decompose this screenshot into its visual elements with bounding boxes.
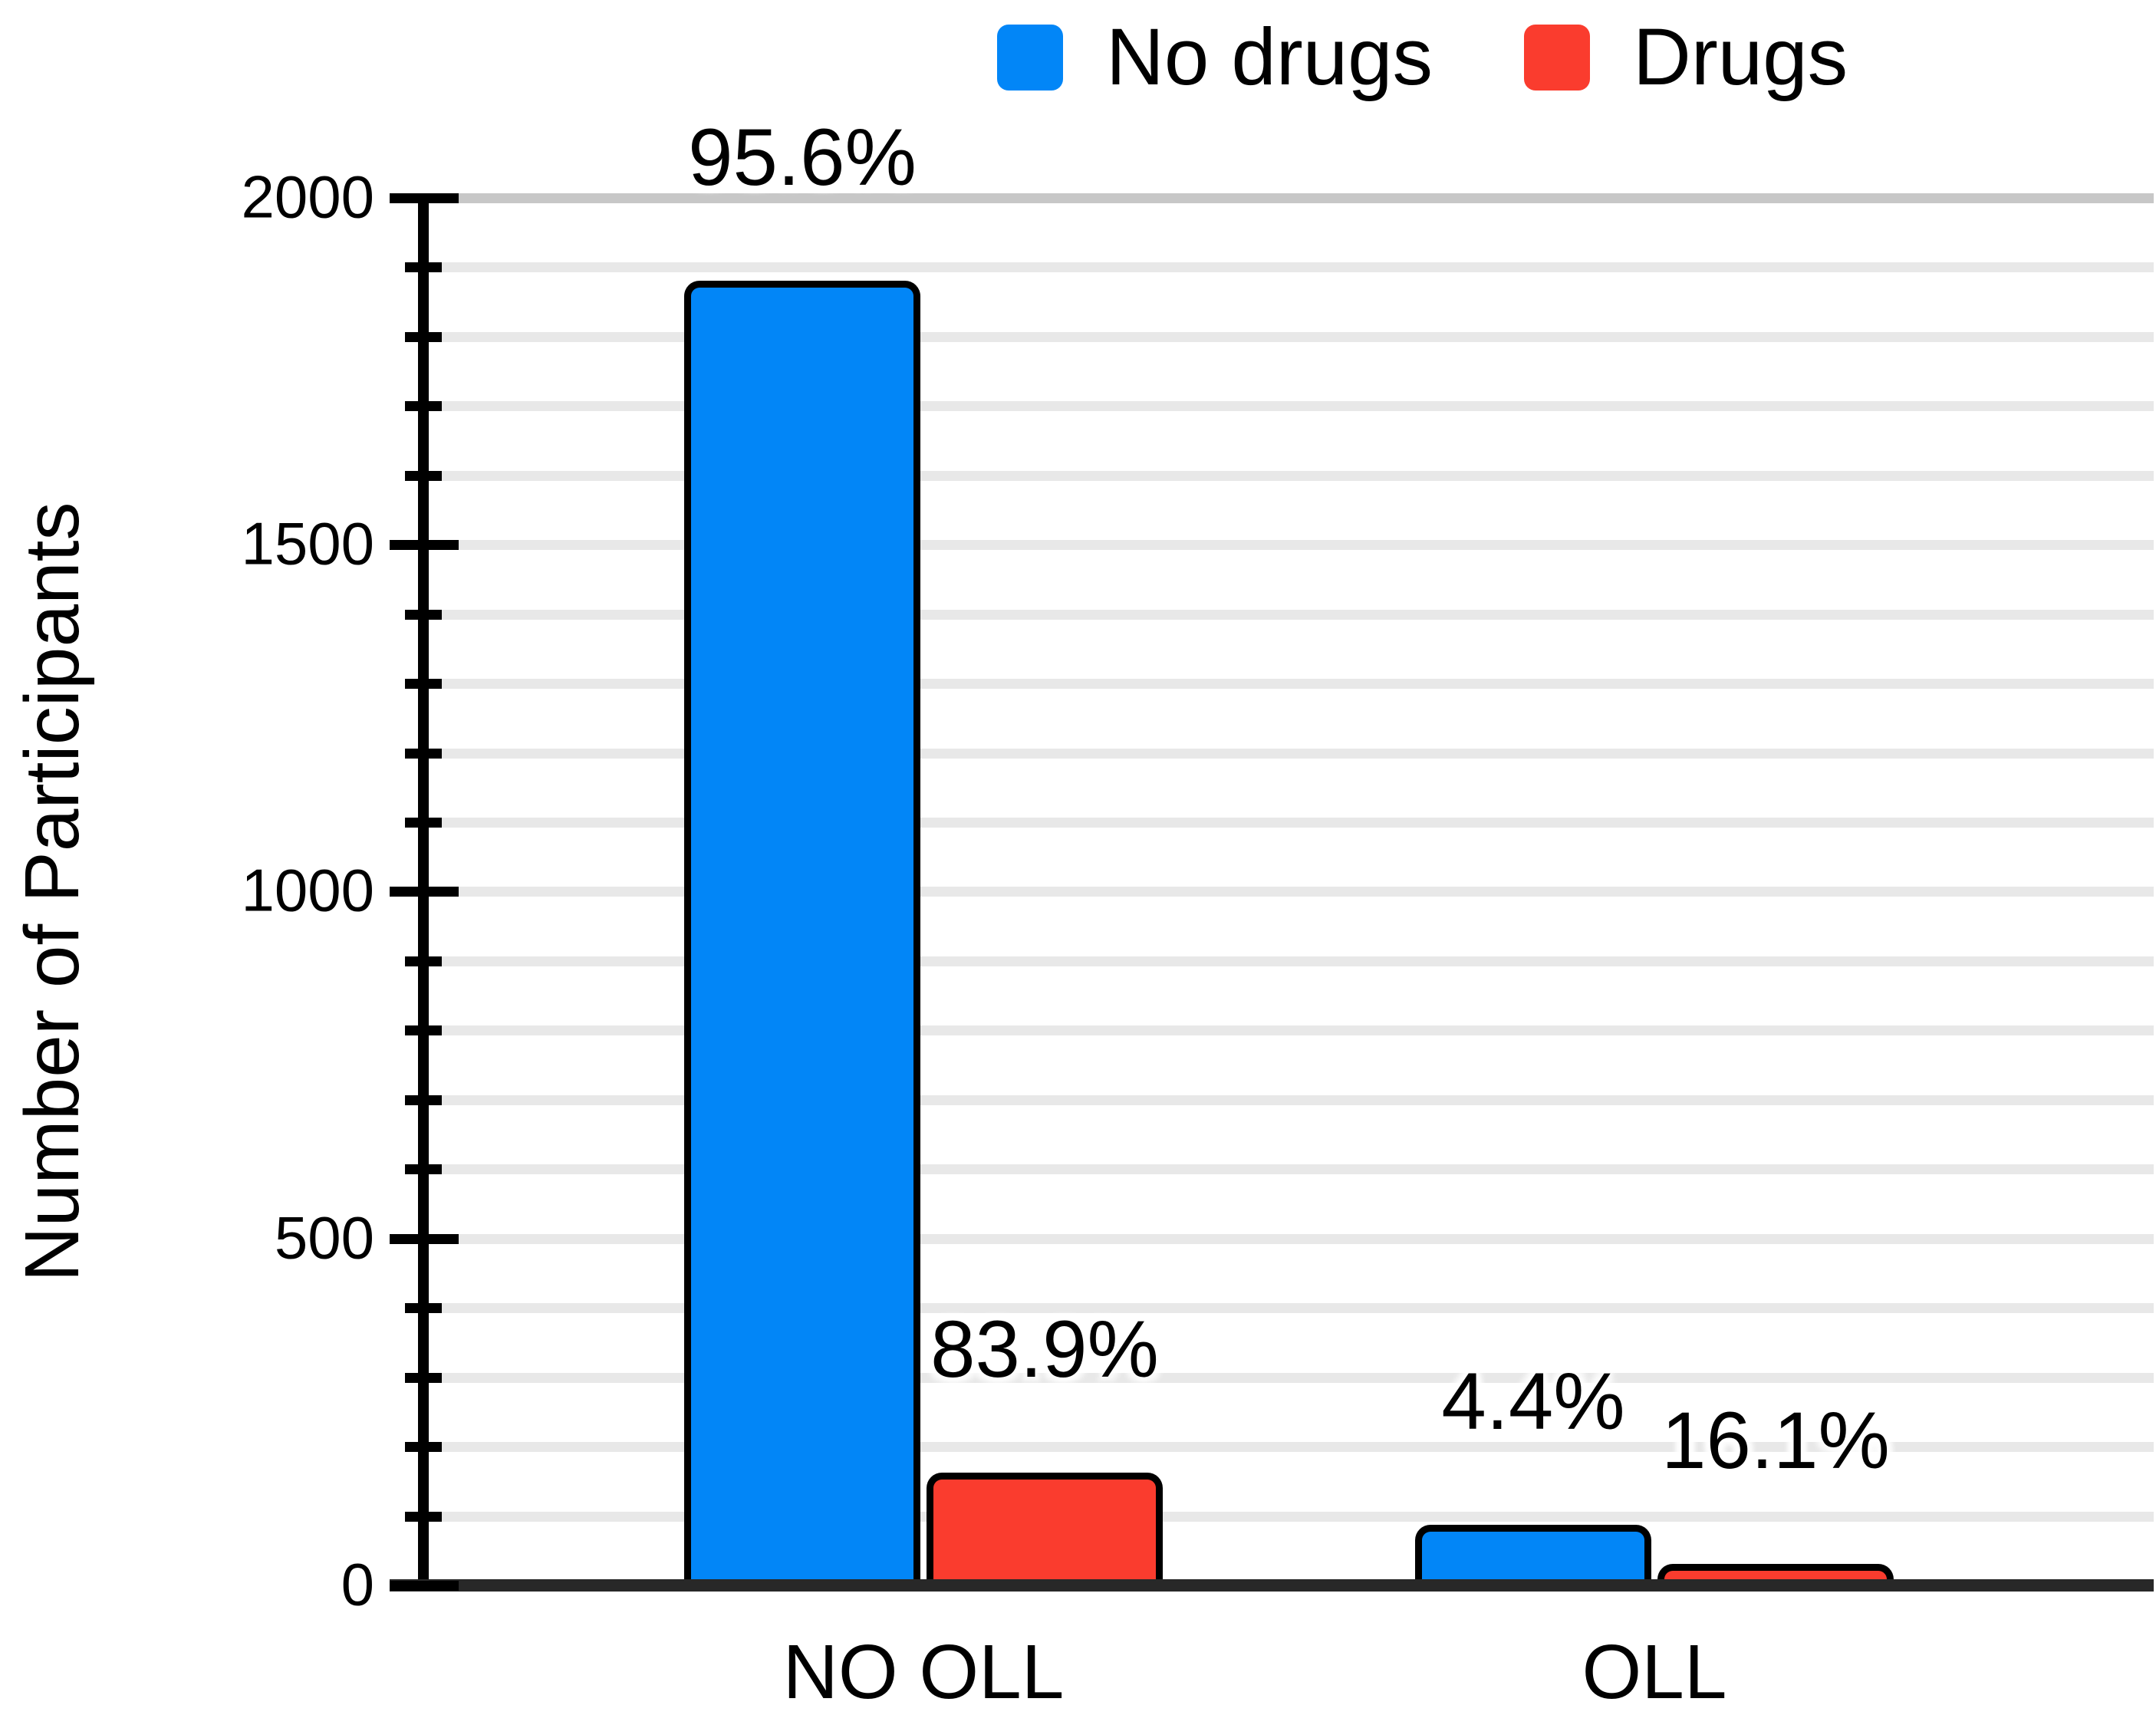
y-tick-500	[390, 1234, 459, 1244]
y-tick-1500	[390, 540, 459, 550]
percent-label-no-drugs-oll: 4.4%	[1441, 1357, 1625, 1447]
y-tick-1800	[405, 332, 442, 342]
percent-label-no-drugs-no-oll: 95.6%	[688, 113, 917, 202]
y-tick-label-1500: 1500	[241, 509, 374, 578]
y-tick-800	[405, 1025, 442, 1035]
gridline-2000	[430, 193, 2154, 203]
y-tick-900	[405, 956, 442, 966]
legend-label-drugs: Drugs	[1633, 12, 1848, 102]
legend-swatch-drugs	[1524, 24, 1590, 91]
y-tick-label-500: 500	[274, 1203, 374, 1272]
legend-item-drugs: Drugs	[1524, 17, 1848, 97]
y-tick-1600	[405, 471, 442, 481]
y-tick-400	[405, 1303, 442, 1313]
gridline-1900	[430, 262, 2154, 272]
y-tick-100	[405, 1512, 442, 1522]
y-tick-0	[390, 1581, 459, 1591]
y-tick-600	[405, 1164, 442, 1174]
legend-label-no-drugs: No drugs	[1106, 12, 1433, 102]
y-tick-1000	[390, 887, 459, 897]
x-axis-line	[390, 1579, 2154, 1592]
bar-drugs-no-oll	[927, 1473, 1163, 1592]
bar-no-drugs-no-oll	[684, 281, 920, 1592]
y-tick-2000	[390, 193, 459, 203]
percent-label-drugs-oll: 16.1%	[1661, 1396, 1890, 1486]
y-tick-label-2000: 2000	[241, 163, 374, 231]
legend-item-no-drugs: No drugs	[997, 17, 1433, 97]
y-tick-300	[405, 1373, 442, 1383]
y-tick-200	[405, 1442, 442, 1452]
y-tick-700	[405, 1095, 442, 1105]
legend-swatch-no-drugs	[997, 24, 1063, 91]
y-tick-label-1000: 1000	[241, 856, 374, 924]
x-category-label-oll: OLL	[1582, 1629, 1727, 1715]
y-tick-1300	[405, 679, 442, 689]
x-category-label-no-oll: NO OLL	[782, 1629, 1065, 1715]
y-tick-label-0: 0	[341, 1550, 374, 1618]
y-tick-1100	[405, 818, 442, 828]
y-tick-1900	[405, 262, 442, 272]
percent-label-drugs-no-oll: 83.9%	[930, 1305, 1159, 1394]
y-tick-1200	[405, 749, 442, 759]
y-tick-1700	[405, 401, 442, 411]
y-tick-1400	[405, 610, 442, 620]
